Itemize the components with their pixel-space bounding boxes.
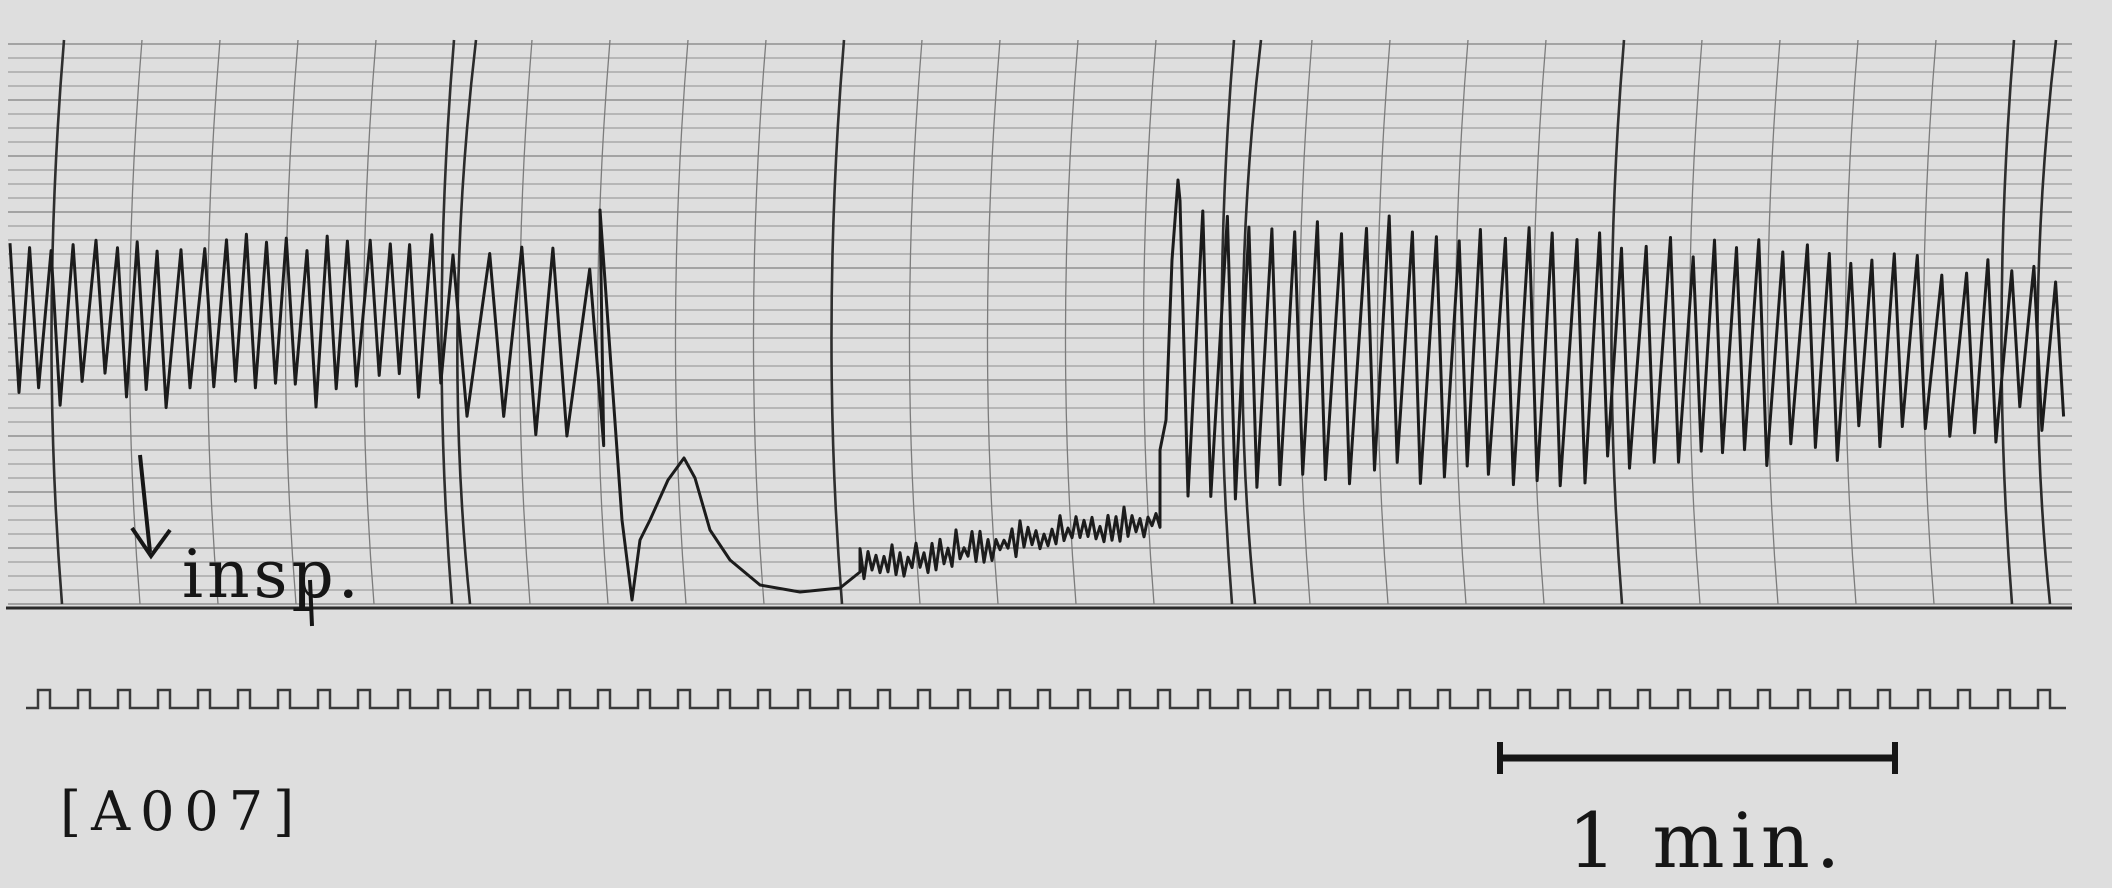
scale-label: 1 min.	[1568, 796, 1846, 885]
time-arc	[908, 39, 923, 605]
down-arrow-icon	[130, 454, 172, 560]
time-arc	[518, 39, 533, 605]
time-arc	[2000, 39, 2016, 605]
curved-time-grid-lines	[50, 39, 2058, 605]
time-arc	[1064, 39, 1079, 605]
inspiration-tick	[308, 579, 314, 627]
time-arc	[456, 39, 478, 605]
time-arc	[830, 39, 846, 605]
time-arc	[752, 39, 767, 605]
time-arc	[1922, 39, 1937, 605]
time-arc	[1532, 39, 1547, 605]
time-marker-signal	[26, 688, 2066, 710]
record-id-label: [A007]	[60, 780, 305, 843]
time-arc	[986, 39, 1001, 605]
time-arc	[1610, 39, 1626, 605]
time-arc	[1298, 39, 1313, 605]
time-arc	[128, 39, 143, 605]
respiration-trace	[8, 178, 2066, 602]
time-arc	[1220, 39, 1236, 605]
inspiration-label: insp.	[182, 536, 363, 613]
time-arc	[50, 39, 66, 605]
time-arc	[1142, 39, 1157, 605]
time-arc	[362, 39, 377, 605]
time-arc	[1766, 39, 1781, 605]
time-arc	[1454, 39, 1469, 605]
time-arc	[440, 39, 456, 605]
time-arc	[674, 39, 689, 605]
time-arc	[206, 39, 221, 605]
time-arc	[1376, 39, 1391, 605]
time-arc	[284, 39, 299, 605]
time-arc	[596, 39, 611, 605]
one-minute-scale-bar	[1497, 742, 1898, 774]
